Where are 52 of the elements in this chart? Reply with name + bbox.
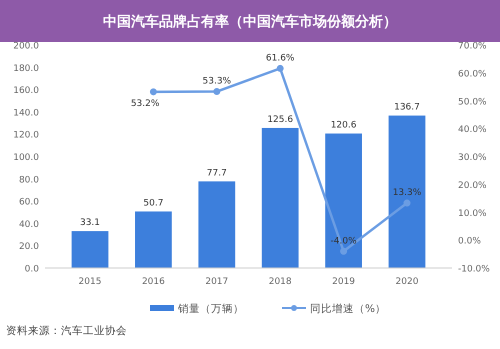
bar [198, 181, 236, 268]
x-tick-label: 2020 [396, 277, 419, 287]
data-label: 53.2% [130, 98, 160, 109]
data-label: -4.0% [330, 236, 358, 246]
y-tick-label: 100.0 [13, 153, 40, 163]
y2-tick-label: 20.0% [458, 180, 488, 191]
data-label: 13.3% [392, 188, 422, 198]
y-tick-label: 80.0 [18, 175, 40, 186]
y2-tick-label: 50.0% [458, 97, 488, 108]
bar [135, 211, 172, 268]
x-tick-label: 2019 [332, 277, 356, 287]
y-tick-label: 0.0 [24, 264, 40, 274]
y2-tick-label: 0.0% [458, 236, 482, 247]
point [340, 248, 348, 255]
legend-label: 销量（万辆） [177, 303, 244, 315]
bar [325, 134, 362, 268]
x-tick-label: 2015 [78, 277, 102, 287]
data-label: 53.3% [202, 76, 232, 87]
data-label: 33.1 [80, 218, 100, 228]
x-tick-label: 2016 [142, 277, 166, 287]
text: 资料来源：汽车工业协会 [6, 324, 127, 337]
x-tick-label: 2018 [268, 277, 292, 287]
y-tick-label: 140.0 [13, 108, 40, 118]
y2-tick-label: 10.0% [458, 208, 488, 219]
y2-tick-label: 40.0% [458, 125, 488, 136]
data-label: 77.7 [206, 168, 227, 178]
bar [262, 128, 299, 268]
y2-tick-label: -10.0% [458, 264, 490, 274]
y2-tick-label: 30.0% [458, 153, 488, 163]
y-tick-label: 120.0 [13, 130, 40, 141]
legend-label: 同比增速（%） [310, 302, 386, 315]
bar [72, 231, 108, 268]
data-label: 136.7 [394, 102, 420, 113]
point [150, 88, 157, 96]
data-label: 120.6 [330, 120, 357, 131]
chart-title: 中国汽车品牌占有率（中国汽车市场份额分析） [103, 13, 397, 30]
point [213, 88, 220, 96]
data-label: 125.6 [267, 114, 294, 125]
y-tick-label: 20.0 [18, 242, 40, 252]
point [276, 64, 284, 72]
y-tick-label: 40.0 [18, 220, 40, 230]
y-tick-label: 160.0 [13, 86, 40, 96]
y2-tick-label: 70.0% [458, 42, 488, 52]
data-label: 61.6% [266, 53, 295, 64]
y-tick-label: 200.0 [13, 42, 40, 52]
y-tick-label: 60.0 [18, 198, 40, 208]
y2-tick-label: 60.0% [458, 69, 488, 80]
y-tick-label: 180.0 [13, 64, 40, 74]
point [403, 200, 410, 207]
x-tick-label: 2017 [205, 277, 228, 287]
bar [388, 116, 426, 268]
data-label: 50.7 [143, 198, 164, 208]
